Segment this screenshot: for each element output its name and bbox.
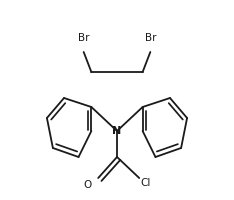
Text: O: O [84, 180, 92, 190]
Text: Cl: Cl [140, 178, 150, 188]
Text: Br: Br [78, 33, 89, 43]
Text: N: N [112, 126, 122, 136]
Text: Br: Br [145, 33, 156, 43]
